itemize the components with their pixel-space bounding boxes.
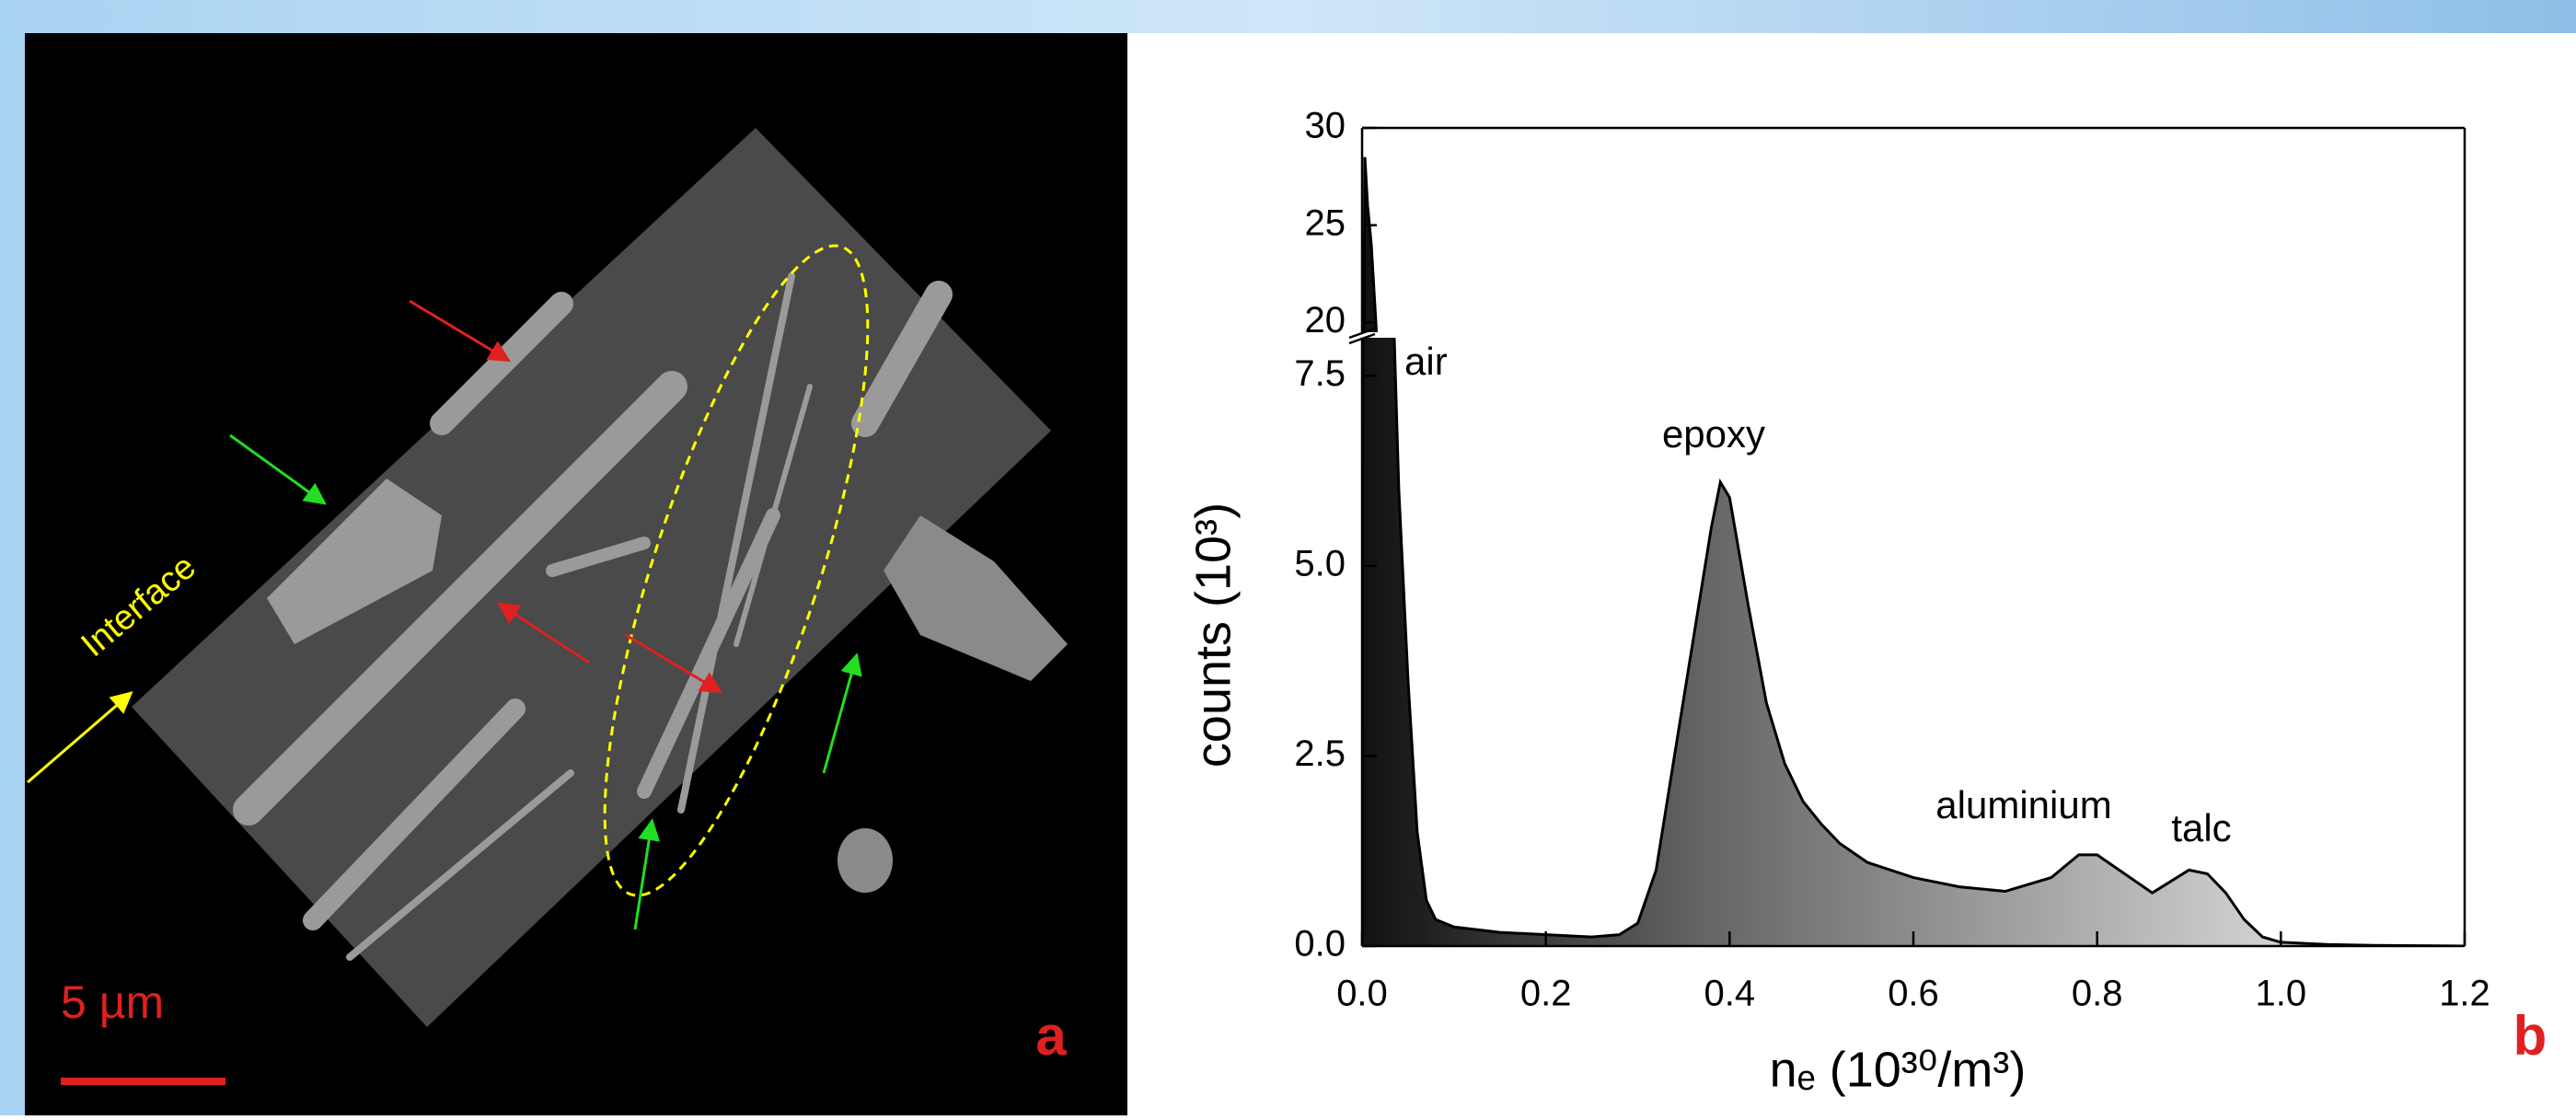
x-axis-label: nₑ (10³⁰/m³) xyxy=(1770,1042,2027,1097)
peak-label: aluminium xyxy=(1935,783,2111,826)
figure: Interface 5 µm a 0.0 0.2 0.4 0.6 0.8 1.0 1.2 0.… xyxy=(0,0,2576,1115)
page: Interface 5 µm a 0.0 0.2 0.4 0.6 0.8 1.0 1.2 0.… xyxy=(0,0,2576,1115)
y-tick-label: 20 xyxy=(1305,300,1346,341)
y-tick-label: 7.5 xyxy=(1294,353,1346,394)
x-tick-label: 0.4 xyxy=(1704,974,1756,1014)
y-tick-label: 5.0 xyxy=(1294,543,1346,583)
peak-label: epoxy xyxy=(1662,412,1765,456)
peak-label: talc xyxy=(2171,806,2231,849)
peak-label: air xyxy=(1404,340,1448,383)
y-tick-label: 2.5 xyxy=(1294,733,1346,774)
y-tick-label: 25 xyxy=(1305,202,1346,243)
panel-a: Interface 5 µm a xyxy=(25,33,1127,1115)
panel-label: a xyxy=(1035,1005,1067,1067)
x-tick-label: 1.2 xyxy=(2439,974,2490,1014)
panel-label: b xyxy=(2513,1005,2547,1067)
x-tick-label: 0.2 xyxy=(1520,974,1572,1014)
x-tick-label: 0.0 xyxy=(1336,974,1388,1014)
y-axis-label: counts (10³) xyxy=(1185,502,1241,768)
y-tick-label: 30 xyxy=(1305,106,1346,146)
y-tick-label: 0.0 xyxy=(1294,924,1346,964)
x-tick-label: 0.6 xyxy=(1888,974,1939,1014)
x-tick-label: 0.8 xyxy=(2072,974,2123,1014)
particle xyxy=(837,828,893,893)
scale-bar-label: 5 µm xyxy=(61,976,164,1028)
x-tick-label: 1.0 xyxy=(2256,974,2307,1014)
